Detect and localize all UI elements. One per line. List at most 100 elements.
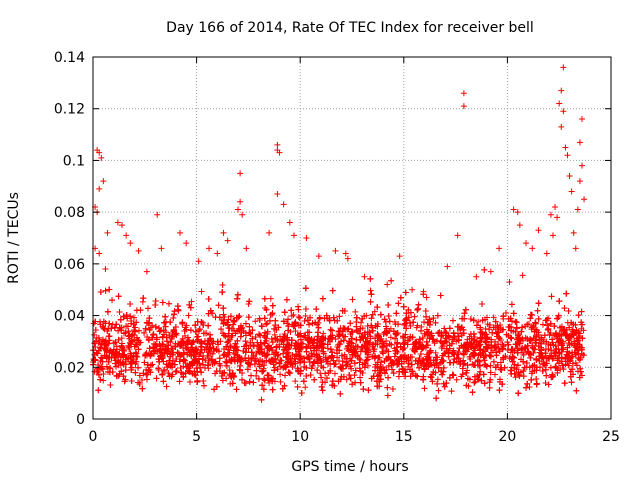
data-point: [382, 370, 389, 377]
data-point: [496, 387, 503, 394]
data-point: [414, 306, 421, 313]
data-point: [563, 331, 570, 338]
data-point: [269, 302, 276, 309]
data-point: [109, 297, 116, 304]
data-point: [168, 335, 175, 342]
data-point: [365, 387, 372, 394]
data-point: [363, 357, 370, 364]
data-point: [137, 307, 144, 314]
data-point: [177, 365, 184, 372]
data-point: [580, 327, 587, 334]
data-point: [432, 319, 439, 326]
data-point: [231, 356, 238, 363]
data-point: [475, 318, 482, 325]
data-point: [549, 373, 556, 380]
data-point: [421, 365, 428, 372]
data-point: [488, 336, 495, 343]
data-points: [90, 64, 588, 403]
data-point: [216, 360, 223, 367]
data-point: [405, 306, 412, 313]
data-point: [155, 325, 162, 332]
data-point: [533, 375, 540, 382]
data-point: [372, 335, 379, 342]
data-point: [115, 336, 122, 343]
data-point: [94, 350, 101, 357]
data-point: [172, 324, 179, 331]
data-point: [531, 346, 538, 353]
data-point: [219, 282, 226, 289]
data-point: [167, 339, 174, 346]
data-point: [338, 352, 345, 359]
data-point: [193, 348, 200, 355]
data-point: [133, 334, 140, 341]
data-point: [497, 359, 504, 366]
data-point: [132, 369, 139, 376]
data-point: [319, 295, 326, 302]
data-point: [108, 355, 115, 362]
data-point: [113, 349, 120, 356]
data-point: [128, 377, 135, 384]
data-point: [281, 309, 288, 316]
data-point: [140, 370, 147, 377]
data-point: [116, 350, 123, 357]
data-point: [335, 378, 342, 385]
data-point: [121, 330, 128, 337]
data-point: [122, 367, 129, 374]
data-point: [165, 342, 172, 349]
data-point: [524, 335, 531, 342]
data-point: [425, 329, 432, 336]
data-point: [294, 383, 301, 390]
data-point: [143, 371, 150, 378]
data-point: [145, 305, 152, 312]
data-point: [548, 347, 555, 354]
data-point: [337, 390, 344, 397]
data-point: [195, 355, 202, 362]
data-point: [368, 291, 375, 298]
data-point: [266, 317, 273, 324]
data-point: [545, 381, 552, 388]
data-point: [400, 340, 407, 347]
data-point: [390, 360, 397, 367]
data-point: [435, 387, 442, 394]
data-point: [518, 346, 525, 353]
data-point: [118, 368, 125, 375]
data-point: [561, 305, 568, 312]
data-point: [186, 378, 193, 385]
data-point: [250, 379, 257, 386]
data-point: [486, 326, 493, 333]
data-point: [348, 365, 355, 372]
data-point: [469, 341, 476, 348]
data-point: [510, 354, 517, 361]
data-point: [274, 352, 281, 359]
data-point: [175, 350, 182, 357]
data-point: [346, 371, 353, 378]
data-point: [185, 312, 192, 319]
data-point: [389, 385, 396, 392]
data-point: [245, 314, 252, 321]
data-point: [311, 376, 318, 383]
data-point: [302, 312, 309, 319]
data-point: [292, 327, 299, 334]
data-point: [339, 307, 346, 314]
data-point: [491, 343, 498, 350]
data-point: [144, 333, 151, 340]
data-point: [256, 315, 263, 322]
data-point: [141, 359, 148, 366]
data-point: [183, 326, 190, 333]
data-point: [106, 286, 113, 293]
data-point: [227, 313, 234, 320]
data-point: [348, 357, 355, 364]
data-point: [575, 312, 582, 319]
data-point: [472, 344, 479, 351]
data-point: [505, 315, 512, 322]
data-point: [202, 357, 209, 364]
data-point: [347, 320, 354, 327]
data-point: [517, 369, 524, 376]
data-point: [434, 380, 441, 387]
data-point: [288, 360, 295, 367]
data-point: [242, 320, 249, 327]
data-point: [516, 371, 523, 378]
data-point: [250, 343, 257, 350]
data-point: [405, 337, 412, 344]
data-point: [420, 291, 427, 298]
